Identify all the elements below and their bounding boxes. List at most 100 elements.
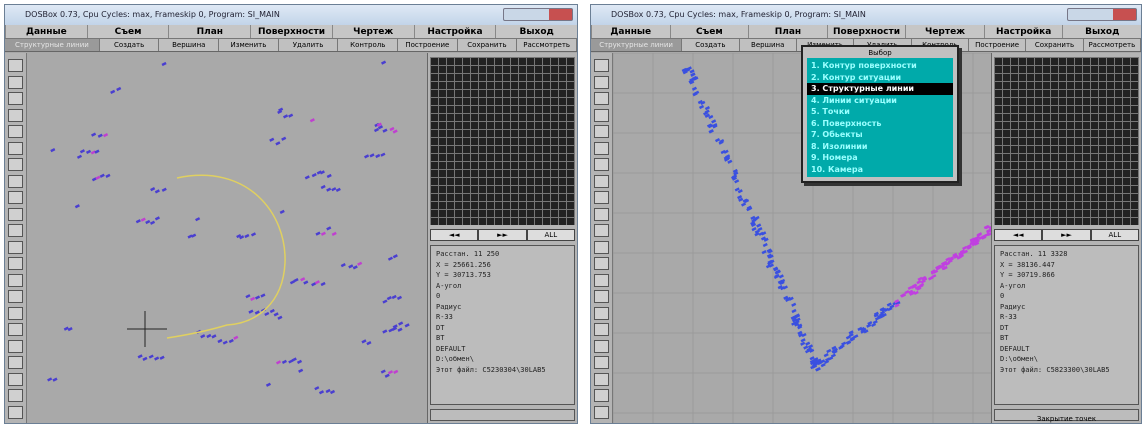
tool-icon[interactable] xyxy=(594,240,609,254)
menu-item[interactable]: Поверхности xyxy=(250,25,332,38)
toolbar-button[interactable]: Сохранить xyxy=(1026,39,1084,51)
menu-item[interactable]: Выход xyxy=(495,25,577,38)
menu-item[interactable]: Выход xyxy=(1062,25,1141,38)
toolbar-button[interactable]: Вершина xyxy=(740,39,797,51)
toolbar-button[interactable]: Построение xyxy=(398,39,458,51)
toolbar-button[interactable]: Рассмотреть xyxy=(517,39,577,51)
point xyxy=(708,129,714,134)
tool-icon[interactable] xyxy=(594,389,609,402)
tool-icon[interactable] xyxy=(8,191,23,204)
tool-icon[interactable] xyxy=(594,273,609,287)
dropdown-item[interactable]: 9. Номера xyxy=(811,153,858,162)
tool-icon[interactable] xyxy=(594,75,609,89)
dropdown-item[interactable]: 7. Обьекты xyxy=(811,130,863,139)
tool-icon[interactable] xyxy=(8,273,23,287)
tool-icon[interactable] xyxy=(8,339,23,353)
tool-icon[interactable] xyxy=(594,108,609,122)
tool-icon[interactable] xyxy=(594,92,609,105)
toolbar-button[interactable]: Сохранить xyxy=(458,39,518,51)
tool-icon[interactable] xyxy=(8,356,23,369)
toolbar-button[interactable]: Создать xyxy=(682,39,740,51)
tool-icon[interactable] xyxy=(594,339,609,353)
dropdown-item[interactable]: 2. Контур ситуации xyxy=(811,72,902,82)
panel-button[interactable]: ►► xyxy=(478,229,527,241)
tool-icon[interactable] xyxy=(594,207,609,221)
dropdown-item[interactable]: 8. Изолинии xyxy=(811,141,868,151)
window-controls[interactable] xyxy=(503,8,573,21)
point xyxy=(756,223,762,228)
toolbar-button[interactable]: Рассмотреть xyxy=(1084,39,1141,51)
dropdown-item[interactable]: 6. Поверхность xyxy=(811,118,882,128)
dropdown-item[interactable]: 10. Камера xyxy=(811,164,863,174)
menu-item[interactable]: Данные xyxy=(5,25,87,38)
menu-item[interactable]: Настройка xyxy=(983,25,1063,38)
menu-item[interactable]: Чертеж xyxy=(331,25,414,38)
tool-icon[interactable] xyxy=(8,92,23,105)
panel-button[interactable]: ALL xyxy=(526,229,575,241)
menu-item[interactable]: Съем xyxy=(86,25,169,38)
toolbar-button[interactable]: Создать xyxy=(100,39,160,51)
point xyxy=(813,357,819,362)
tool-icon[interactable] xyxy=(594,323,609,336)
tool-icon[interactable] xyxy=(8,323,23,336)
tool-icon[interactable] xyxy=(8,290,23,303)
tool-icon[interactable] xyxy=(8,59,23,72)
menu-item[interactable]: Данные xyxy=(591,25,670,38)
tool-icon[interactable] xyxy=(594,290,609,303)
tool-icon[interactable] xyxy=(594,405,609,419)
tool-icon[interactable] xyxy=(8,141,23,155)
dropdown-item[interactable]: 4. Линии ситуации xyxy=(811,95,897,105)
tool-icon[interactable] xyxy=(594,125,609,138)
tool-icon[interactable] xyxy=(594,372,609,386)
menu-item[interactable]: Съем xyxy=(669,25,749,38)
menu-item[interactable]: Настройка xyxy=(413,25,496,38)
point xyxy=(797,325,803,330)
tool-icon[interactable] xyxy=(8,174,23,188)
menu-item[interactable]: План xyxy=(748,25,827,38)
tool-icon[interactable] xyxy=(594,141,609,155)
toolbar-button[interactable]: Построение xyxy=(969,39,1027,51)
point xyxy=(761,249,767,255)
dropdown-item[interactable]: 5. Точки xyxy=(811,107,850,116)
tool-icon[interactable] xyxy=(8,405,23,419)
tool-icon[interactable] xyxy=(8,257,23,270)
point xyxy=(99,173,105,178)
panel-button[interactable]: ALL xyxy=(1090,229,1139,241)
tool-icon[interactable] xyxy=(594,306,609,320)
tool-icon[interactable] xyxy=(8,372,23,386)
tool-icon[interactable] xyxy=(8,306,23,320)
tool-icon[interactable] xyxy=(8,125,23,138)
tool-icon[interactable] xyxy=(594,257,609,270)
toolbar-button[interactable]: Удалить xyxy=(279,39,339,51)
tool-icon[interactable] xyxy=(594,158,609,171)
point xyxy=(830,353,836,358)
menu-item[interactable]: Чертеж xyxy=(905,25,984,38)
panel-button[interactable]: ►► xyxy=(1042,229,1091,241)
tool-icon[interactable] xyxy=(594,59,609,72)
menu-item[interactable]: Поверхности xyxy=(826,25,906,38)
dropdown-item[interactable]: 1. Контур поверхности xyxy=(811,61,917,70)
tool-icon[interactable] xyxy=(8,389,23,402)
toolbar-button[interactable]: Вершина xyxy=(159,39,220,51)
tool-icon[interactable] xyxy=(8,224,23,237)
info-line: DT xyxy=(1000,323,1009,332)
tool-icon[interactable] xyxy=(594,224,609,237)
window-controls[interactable] xyxy=(1067,8,1137,21)
panel-button[interactable]: ◄◄ xyxy=(430,229,479,241)
tool-icon[interactable] xyxy=(594,356,609,369)
tool-icon[interactable] xyxy=(594,174,609,188)
tool-icon[interactable] xyxy=(8,75,23,89)
tool-icon[interactable] xyxy=(8,207,23,221)
toolbar-button[interactable]: Контроль xyxy=(338,39,399,51)
tool-icon[interactable] xyxy=(594,191,609,204)
point xyxy=(389,126,395,132)
toolbar-button[interactable]: Изменить xyxy=(219,39,279,51)
tool-icon[interactable] xyxy=(8,240,23,254)
tool-icon[interactable] xyxy=(8,158,23,171)
point xyxy=(930,270,936,275)
panel-button[interactable]: ◄◄ xyxy=(994,229,1043,241)
point xyxy=(801,332,807,338)
dropdown-item[interactable]: 3. Структурные линии xyxy=(807,83,953,95)
menu-item[interactable]: План xyxy=(168,25,250,38)
tool-icon[interactable] xyxy=(8,108,23,122)
